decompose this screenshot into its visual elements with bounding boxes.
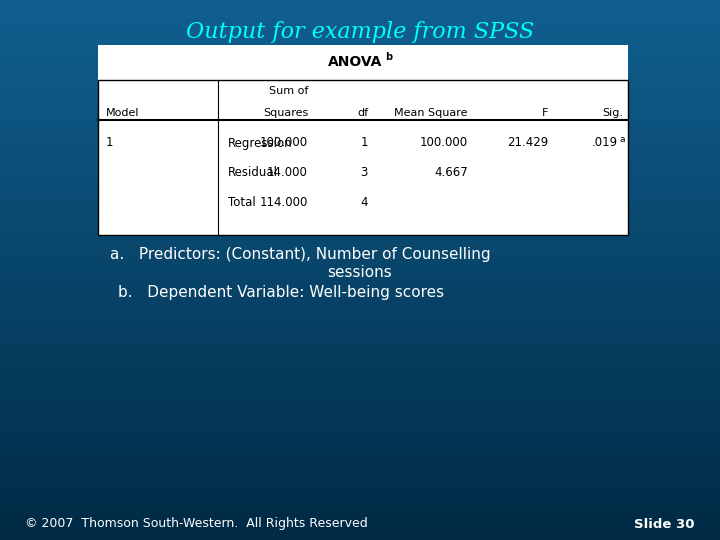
Bar	[98, 45, 628, 80]
Text: 1: 1	[106, 137, 114, 150]
Text: Mean Square: Mean Square	[395, 108, 468, 118]
Text: sessions: sessions	[328, 265, 392, 280]
Bar	[0, 62, 720, 72]
Bar	[0, 359, 720, 369]
Bar	[0, 71, 720, 81]
Text: df: df	[357, 108, 368, 118]
Text: ANOVA: ANOVA	[328, 55, 382, 69]
Bar	[0, 485, 720, 495]
Text: b.   Dependent Variable: Well-being scores: b. Dependent Variable: Well-being scores	[118, 285, 444, 300]
Text: Model: Model	[106, 108, 140, 118]
Bar	[0, 188, 720, 198]
Bar	[0, 224, 720, 234]
Bar	[0, 161, 720, 171]
Bar	[0, 323, 720, 333]
Text: Total: Total	[228, 197, 256, 210]
Text: 4.667: 4.667	[434, 166, 468, 179]
Text: 100.000: 100.000	[260, 137, 308, 150]
Bar	[0, 377, 720, 387]
Bar	[0, 242, 720, 252]
Bar	[0, 431, 720, 441]
Bar	[0, 89, 720, 99]
Text: 3: 3	[361, 166, 368, 179]
Text: Residual: Residual	[228, 166, 278, 179]
Text: 14.000: 14.000	[267, 166, 308, 179]
Text: F: F	[541, 108, 548, 118]
Text: Sum of: Sum of	[269, 86, 308, 96]
Bar	[0, 197, 720, 207]
Bar	[0, 521, 720, 531]
Text: 4: 4	[361, 197, 368, 210]
Bar	[0, 368, 720, 378]
Bar	[0, 125, 720, 135]
Bar	[0, 134, 720, 144]
Bar	[0, 152, 720, 162]
Bar	[0, 80, 720, 90]
Text: Sig.: Sig.	[602, 108, 623, 118]
Bar	[0, 440, 720, 450]
Text: 100.000: 100.000	[420, 137, 468, 150]
Bar	[0, 467, 720, 477]
Bar	[0, 143, 720, 153]
Bar	[0, 35, 720, 45]
Text: a: a	[619, 134, 624, 144]
Bar	[0, 530, 720, 540]
Bar	[0, 44, 720, 54]
Bar	[0, 386, 720, 396]
Bar	[0, 404, 720, 414]
Bar	[0, 494, 720, 504]
Bar	[0, 332, 720, 342]
Bar	[0, 0, 720, 9]
Bar	[0, 512, 720, 522]
Bar	[0, 269, 720, 279]
Bar	[0, 179, 720, 189]
Text: .019: .019	[592, 137, 618, 150]
Text: Output for example from SPSS: Output for example from SPSS	[186, 21, 534, 43]
Bar	[98, 80, 628, 235]
Bar	[0, 305, 720, 315]
Bar	[0, 206, 720, 216]
Bar	[0, 17, 720, 27]
Bar	[0, 314, 720, 324]
Bar	[0, 26, 720, 36]
Text: Squares: Squares	[263, 108, 308, 118]
Text: Slide 30: Slide 30	[634, 517, 695, 530]
Bar	[0, 413, 720, 423]
Bar	[0, 260, 720, 270]
Bar	[0, 287, 720, 297]
Bar	[0, 278, 720, 288]
Bar	[0, 476, 720, 486]
Text: 21.429: 21.429	[507, 137, 548, 150]
Bar	[0, 503, 720, 513]
Text: © 2007  Thomson South-Western.  All Rights Reserved: © 2007 Thomson South-Western. All Rights…	[25, 517, 368, 530]
Bar	[0, 458, 720, 468]
Bar	[0, 449, 720, 459]
Text: Regression: Regression	[228, 137, 292, 150]
Bar	[0, 53, 720, 63]
Bar	[0, 296, 720, 306]
Bar	[0, 350, 720, 360]
Bar	[0, 170, 720, 180]
Bar	[0, 251, 720, 261]
Text: 114.000: 114.000	[260, 197, 308, 210]
Bar	[0, 395, 720, 405]
Bar	[0, 116, 720, 126]
Bar	[0, 422, 720, 432]
Bar	[0, 8, 720, 18]
Bar	[0, 233, 720, 243]
Text: a.   Predictors: (Constant), Number of Counselling: a. Predictors: (Constant), Number of Cou…	[110, 247, 490, 262]
Bar	[0, 107, 720, 117]
Text: 1: 1	[361, 137, 368, 150]
Bar	[0, 341, 720, 351]
Bar	[0, 215, 720, 225]
Bar	[0, 98, 720, 108]
Text: b: b	[385, 52, 392, 62]
